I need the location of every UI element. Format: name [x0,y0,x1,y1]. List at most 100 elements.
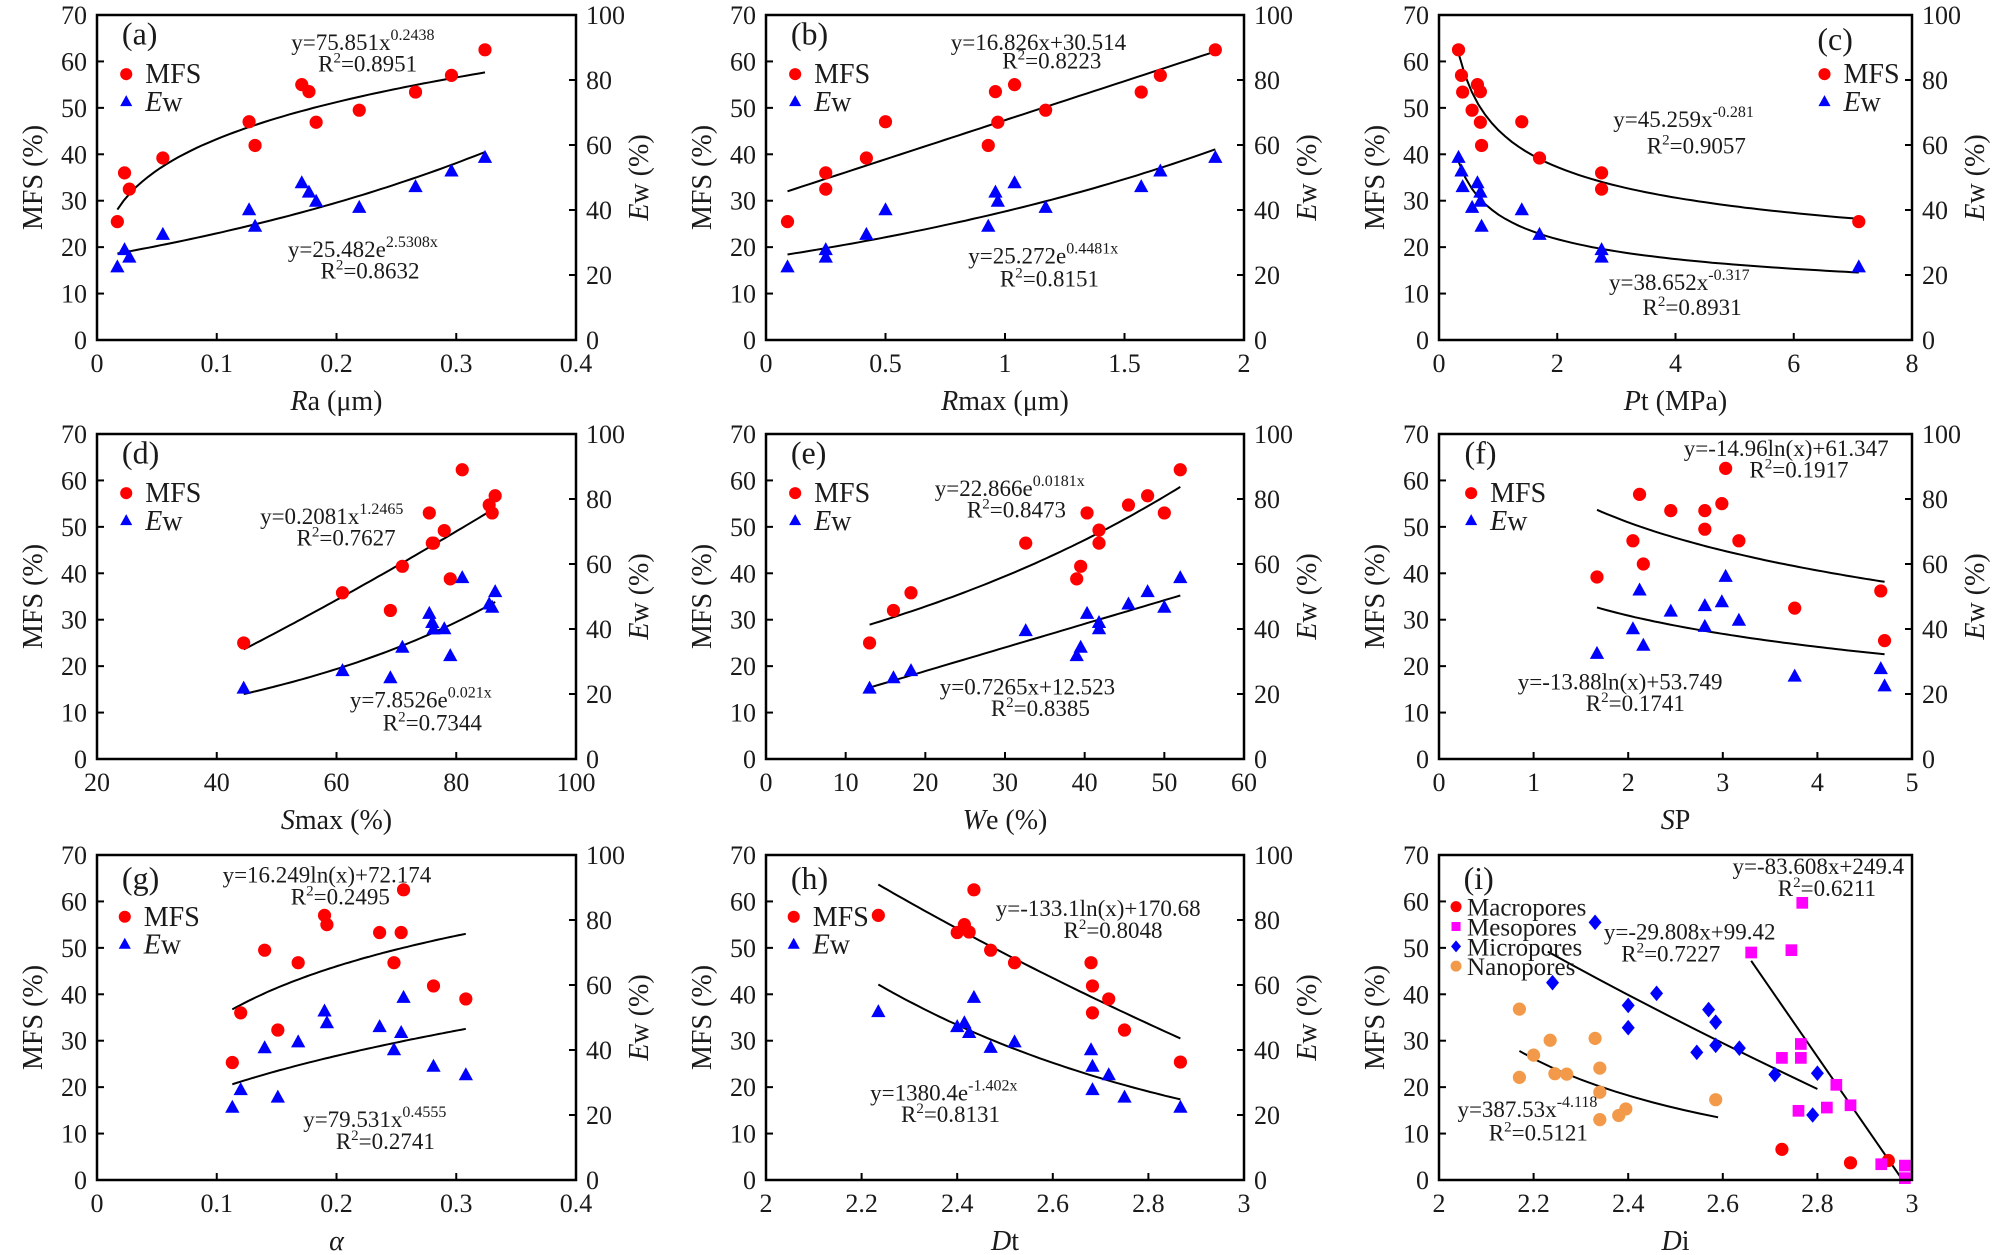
legend-label-text: MFS [145,478,201,509]
data-point-mfs [1698,522,1712,536]
fit-r-squared: R2=0.8931 [1643,294,1742,320]
fit-equation: y=0.7265x+12.523 [940,674,1115,699]
legend-label: Ew [144,87,183,118]
legend-label-text: Nanopores [1467,954,1575,981]
x-tick-label: 50 [1151,768,1177,797]
data-point-ew [1464,199,1480,213]
data-point-ew [443,648,458,662]
equation-base: y=25.482e [288,237,386,262]
legend-marker-ew [120,514,133,526]
equation-base: y=-14.96ln(x)+61.347 [1684,436,1889,461]
legend-label: Mesopores [1467,915,1577,942]
equation-exponent: 0.2438 [390,27,434,44]
x-tick-label: 2 [1238,349,1251,378]
legend-marker-mfs [1818,68,1831,81]
r2-base: R [1647,133,1663,158]
r2-base: R [991,696,1007,721]
data-point-mfs [1874,584,1888,598]
fit-r-squared: R2=0.2495 [291,883,390,909]
legend-label: Ew [1489,506,1528,537]
fit-r-squared: R2=0.8473 [967,497,1066,523]
x-tick-label: 3 [1906,1189,1919,1218]
x-tick-label: 3 [1238,1189,1251,1218]
data-point-ew [1625,621,1641,635]
data-point-mfs [1121,498,1136,512]
y-tick-label: 50 [61,513,87,542]
data-point-micropores [1709,1014,1723,1030]
legend-label: Ew [143,929,182,960]
fit-r-squared: R2=0.1741 [1586,690,1685,716]
y-tick-label: 10 [730,280,756,309]
data-point-mfs [780,215,795,229]
y-axis-label: MFS (%) [687,125,718,230]
x-axis-label-italic: D [1660,1226,1681,1255]
y-tick-label: 70 [1403,841,1429,870]
y2-tick-label: 20 [1922,680,1948,709]
data-point-ew [886,670,901,684]
data-point-ew [437,621,452,635]
x-tick-label: 1 [999,349,1012,378]
y2-tick-label: 20 [1254,680,1280,709]
y-tick-label: 30 [1403,606,1429,635]
y-tick-label: 40 [61,559,87,588]
data-point-mfs [1473,115,1487,129]
data-point-mfs [291,956,305,970]
data-point-nanopores [1588,1031,1602,1045]
data-point-ew [319,1015,335,1029]
data-point-ew [444,163,459,177]
legend-marker-ew [118,937,131,949]
panel-a: 0 0.1 0.2 0.3 0.4010203040506070020406080100… [18,1,655,417]
panel-label: (a) [122,15,158,51]
r2-value: =0.8131 [924,1102,1000,1127]
data-point-ew [386,1042,402,1056]
data-point-mfs [156,151,170,165]
legend-label: MFS [145,59,201,90]
panel-label: (i) [1464,860,1494,896]
r2-value: =0.9057 [1670,133,1746,158]
y2-tick-label: 80 [1922,66,1948,95]
data-point-mfs [1092,523,1106,537]
r2-base: R [291,884,307,909]
data-point-mfs [485,506,499,520]
y2-tick-label: 0 [586,745,599,774]
y2-axis-label-rest: w (%) [1960,553,1991,622]
x-tick-label: 2.2 [1517,1189,1550,1218]
data-point-mesopores [1830,1078,1843,1091]
data-point-ew [871,1004,886,1018]
x-tick-label: 30 [992,768,1018,797]
data-point-mfs [234,1006,248,1020]
data-point-mesopores [1899,1172,1911,1184]
data-point-mesopores [1899,1159,1911,1172]
data-point-mfs [1019,536,1033,550]
r2-value: =0.8473 [990,498,1066,523]
x-axis-label-rest: t (MPa) [1641,386,1727,417]
x-tick-label: 0.3 [440,349,473,378]
x-tick-label: 0 [760,349,773,378]
y2-tick-label: 100 [586,1,625,30]
data-point-micropores [1702,1001,1716,1018]
y-tick-label: 40 [730,559,756,588]
y-axis-label: MFS (%) [1360,965,1391,1070]
r2-base: R [1489,1120,1505,1145]
equation-exponent: 0.4481x [1066,240,1118,257]
data-point-ew [408,179,423,193]
data-point-ew [1085,1058,1100,1072]
y-tick-label: 20 [730,652,756,681]
y2-tick-label: 40 [1254,1036,1280,1065]
x-tick-label: 0.1 [201,1189,234,1218]
r2-base: R [318,52,334,77]
fit-r-squared: R2=0.8151 [1000,266,1099,292]
data-point-ew [1069,648,1084,662]
legend-label: MFS [814,59,870,90]
y-tick-label: 60 [1403,466,1429,495]
data-point-mfs [258,943,272,957]
data-point-mfs [478,43,492,57]
y-tick-label: 40 [730,980,756,1009]
y-tick-label: 70 [61,420,87,449]
data-point-ew [1594,249,1609,263]
data-point-ew [236,680,251,694]
fit-line-ew [231,1027,467,1086]
y-axis-label: MFS (%) [18,965,49,1070]
data-point-ew [1018,623,1033,637]
